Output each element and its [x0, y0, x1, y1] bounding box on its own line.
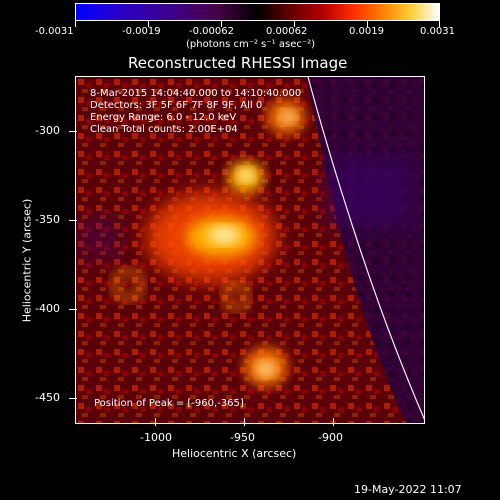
x-tick-label: -900	[318, 431, 343, 444]
colorbar-tick-label: -0.0031	[35, 26, 74, 37]
colorbar-ticks	[75, 21, 440, 27]
colorbar-units: (photons cm⁻² s⁻¹ asec⁻²)	[186, 39, 316, 50]
clean-total-counts: Clean Total counts: 2.00E+04	[90, 124, 238, 135]
colorbar-tick-label: 0.00062	[266, 26, 308, 37]
y-tick-label: -350	[35, 213, 60, 226]
x-tick-label: -950	[230, 431, 255, 444]
y-axis-label: Heliocentric Y (arcsec)	[20, 198, 34, 323]
solar-image-plot: 8-Mar-2015 14:04:40.000 to 14:10:40.000 …	[75, 76, 425, 424]
plot-title: Reconstructed RHESSI Image	[128, 54, 348, 72]
timestamp-footer: 19-May-2022 11:07	[354, 483, 462, 496]
colorbar-tick-label: -0.00062	[189, 26, 234, 37]
y-tick-label: -450	[35, 391, 60, 404]
solar-image	[76, 77, 424, 423]
x-tick-label: -1000	[140, 431, 172, 444]
x-axis-label: Heliocentric X (arcsec)	[172, 447, 297, 460]
colorbar-tick-label: 0.0019	[349, 26, 384, 37]
y-axis-ticks	[69, 76, 85, 424]
time-range: 8-Mar-2015 14:04:40.000 to 14:10:40.000	[90, 88, 302, 99]
colorbar-tick-label: -0.0019	[122, 26, 161, 37]
colorbar	[75, 3, 440, 21]
detectors: Detectors: 3F 5F 6F 7F 8F 9F, All 0	[90, 100, 263, 111]
colorbar-tick-label: 0.0031	[420, 26, 455, 37]
energy-range: Energy Range: 6.0 - 12.0 keV	[90, 112, 237, 123]
y-tick-label: -400	[35, 302, 60, 315]
x-axis-ticks	[75, 418, 425, 434]
y-tick-label: -300	[35, 124, 60, 137]
peak-position: Position of Peak = [-960,-365]	[94, 398, 244, 409]
